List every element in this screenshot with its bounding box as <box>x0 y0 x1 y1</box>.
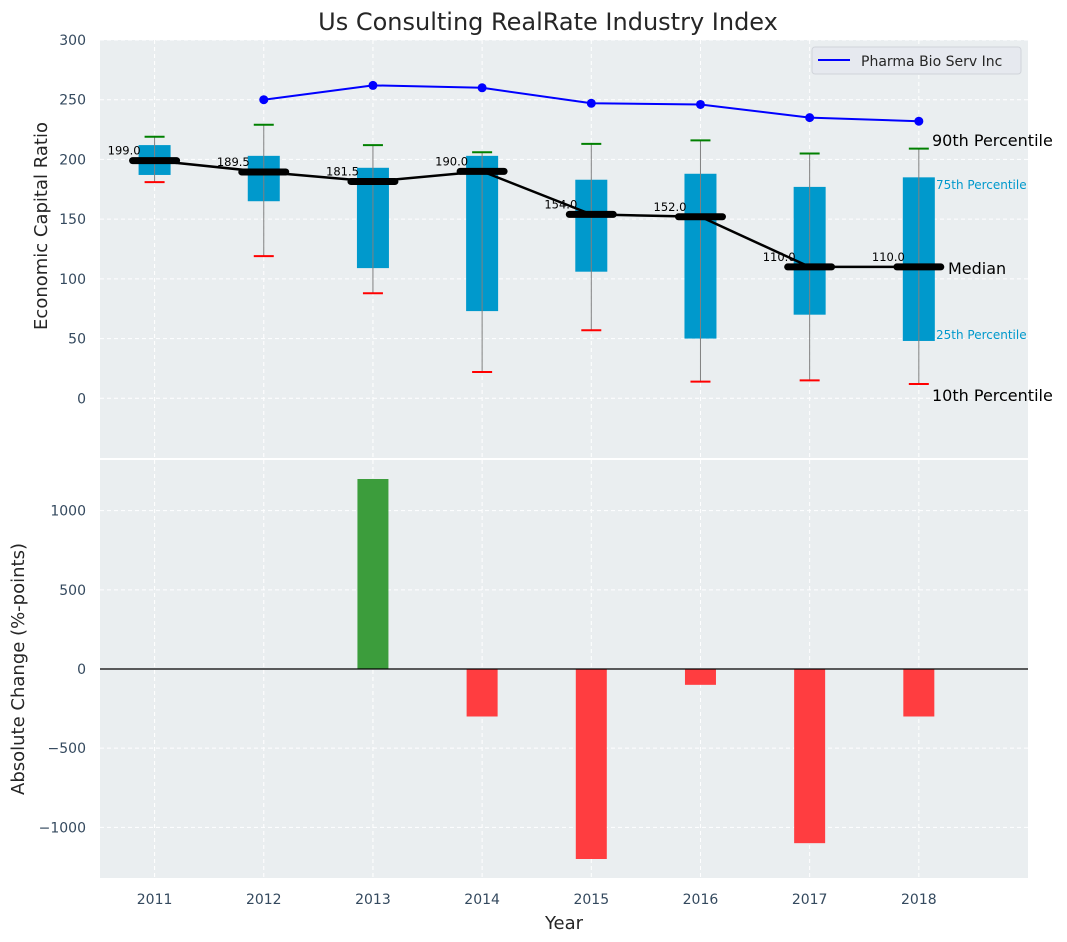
x-tick-label: 2012 <box>246 892 282 908</box>
box-2012 <box>247 123 280 258</box>
change-bar-2017 <box>794 669 826 844</box>
median-value-label: 152.0 <box>654 200 687 214</box>
bottom-bars <box>357 479 935 859</box>
top-y-tick-label: 200 <box>59 152 86 168</box>
change-bar-2016 <box>684 669 716 685</box>
top-median-line: 199.0 189.5 181.5 190.0 154.0 152.0 110.0 110.0 <box>108 144 945 271</box>
median-value-label: 110.0 <box>872 250 905 264</box>
top-y-ticks: 0 50 100 150 200 250 300 <box>59 33 86 407</box>
top-series-line <box>259 80 924 126</box>
bottom-y-axis-label: Absolute Change (%-points) <box>8 543 29 795</box>
median-value-label: 190.0 <box>435 154 468 168</box>
bottom-y-tick-label: 500 <box>59 583 86 599</box>
chart-title: Us Consulting RealRate Industry Index <box>318 8 778 36</box>
annotation-p25: 25th Percentile <box>936 328 1027 342</box>
series-point <box>695 99 705 109</box>
annotation-p75: 75th Percentile <box>936 178 1027 192</box>
annotation-p90: 90th Percentile <box>932 131 1053 150</box>
legend: Pharma Bio Serv Inc <box>811 46 1022 75</box>
bottom-y-tick-label: 1000 <box>50 504 86 520</box>
top-y-axis-label: Economic Capital Ratio <box>31 122 52 330</box>
series-point <box>805 113 815 123</box>
top-y-tick-label: 100 <box>59 272 86 288</box>
box-2015 <box>575 142 608 332</box>
median-value-label: 199.0 <box>108 144 141 158</box>
series-point <box>477 83 487 93</box>
top-y-tick-label: 250 <box>59 93 86 109</box>
box-2014 <box>466 151 499 374</box>
median-value-label: 110.0 <box>763 250 796 264</box>
top-y-tick-label: 150 <box>59 212 86 228</box>
bottom-y-tick-label: −1000 <box>39 820 86 836</box>
x-tick-label: 2017 <box>792 892 828 908</box>
top-y-tick-label: 300 <box>59 33 86 49</box>
bottom-y-tick-label: 0 <box>77 662 86 678</box>
change-bar-2018 <box>903 669 935 717</box>
annotation-p10: 10th Percentile <box>932 386 1053 405</box>
x-tick-label: 2013 <box>355 892 391 908</box>
series-point <box>259 95 269 105</box>
box-2016 <box>684 139 717 383</box>
box-2018 <box>902 147 935 385</box>
x-axis-label: Year <box>544 913 584 934</box>
change-bar-2015 <box>575 669 607 859</box>
series-point <box>914 116 924 126</box>
top-panel-background <box>100 40 1028 458</box>
x-tick-label: 2016 <box>683 892 719 908</box>
median-value-label: 181.5 <box>326 165 359 179</box>
x-tick-label: 2014 <box>464 892 500 908</box>
series-point <box>586 98 596 108</box>
top-y-tick-label: 50 <box>68 332 86 348</box>
change-bar-2014 <box>466 669 498 717</box>
series-point <box>368 80 378 90</box>
median-value-label: 154.0 <box>544 197 577 211</box>
median-value-label: 189.5 <box>217 155 250 169</box>
change-bar-2013 <box>357 479 389 669</box>
x-tick-label: 2011 <box>137 892 173 908</box>
legend-label-pharma-bio-serv-inc: Pharma Bio Serv Inc <box>861 54 1002 70</box>
x-tick-label: 2018 <box>901 892 937 908</box>
annotation-median: Median <box>948 259 1006 278</box>
bottom-x-ticks: 2011 2012 2013 2014 2015 2016 2017 2018 <box>137 892 937 908</box>
bottom-y-ticks: −1000 −500 0 500 1000 <box>39 504 86 837</box>
legend-box <box>811 46 1022 75</box>
top-y-tick-label: 0 <box>77 391 86 407</box>
bottom-y-tick-label: −500 <box>48 741 86 757</box>
percentile-annotations: 90th Percentile 75th Percentile Median 2… <box>932 131 1053 405</box>
x-tick-label: 2015 <box>573 892 609 908</box>
